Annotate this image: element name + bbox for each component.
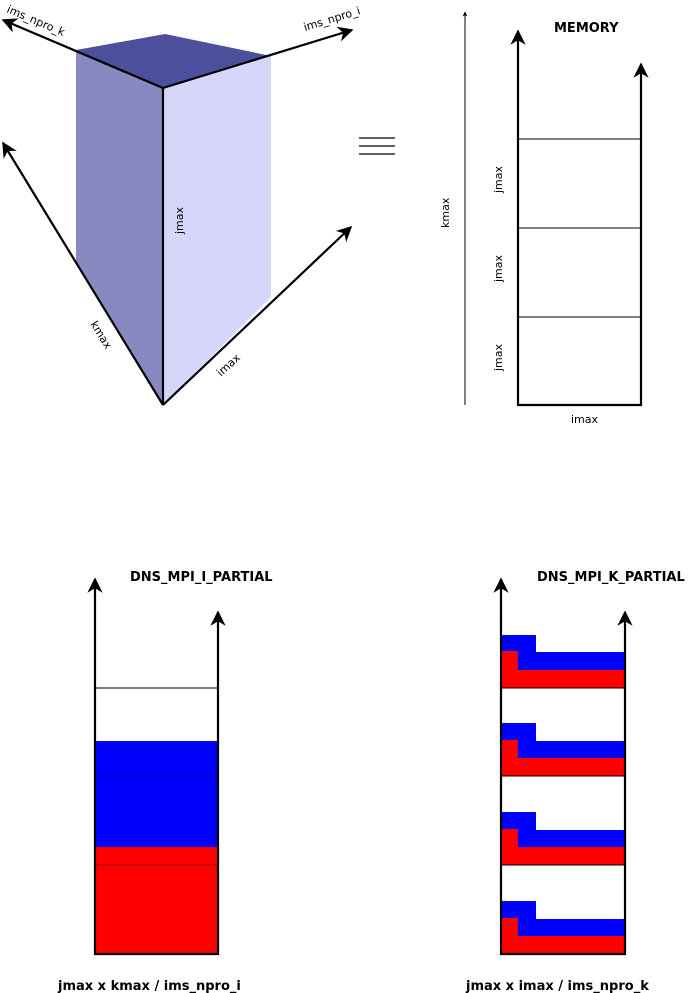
partial-k-blue-step — [501, 901, 625, 936]
partial-k-red-step — [501, 918, 625, 954]
memory-block-jmax-label: jmax — [492, 343, 505, 372]
partial-i-red-block — [95, 847, 218, 954]
partial-k-red-step — [501, 829, 625, 865]
memory-block-jmax-label: jmax — [492, 254, 505, 283]
partial-i-blue-block — [95, 741, 218, 847]
memory-imax-label: imax — [571, 413, 599, 426]
cube-imax-label: imax — [214, 351, 243, 379]
ims-npro-i-label: ims_npro_i — [302, 4, 362, 34]
axis-imax-arrow — [162, 225, 353, 406]
memory-diagram: MEMORY kmax jmax jmax jmax imax — [439, 11, 649, 426]
memory-title: MEMORY — [554, 21, 619, 36]
partial-k-blue-step — [501, 723, 625, 758]
partial-k-diagram: DNS_MPI_K_PARTIAL jmax x imax / ims_npro… — [465, 570, 685, 993]
partial-i-title: DNS_MPI_I_PARTIAL — [130, 570, 273, 585]
partial-k-blue-step — [501, 635, 625, 670]
axis-ims-npro-i-arrow — [162, 26, 354, 90]
partial-k-red-step — [501, 651, 625, 688]
axis-kmax-arrow — [2, 141, 164, 406]
axis-ims-npro-k-arrow — [1, 18, 164, 90]
cube-left-face — [76, 50, 163, 405]
cube-diagram: ims_npro_k ims_npro_i jmax kmax imax — [1, 3, 362, 406]
partial-k-caption: jmax x imax / ims_npro_k — [465, 979, 649, 993]
partial-k-red-step — [501, 740, 625, 776]
partial-i-caption: jmax x kmax / ims_npro_i — [57, 979, 241, 993]
cube-right-face — [163, 56, 271, 405]
cube-top-face — [76, 34, 271, 88]
cube-kmax-label: kmax — [87, 319, 114, 352]
memory-kmax-label: kmax — [439, 197, 452, 228]
cube-jmax-label: jmax — [173, 206, 186, 235]
equivalence-symbol — [359, 137, 395, 155]
partial-k-blue-step — [501, 812, 625, 847]
partial-i-diagram: DNS_MPI_I_PARTIAL jmax x kmax / ims_npro… — [57, 570, 273, 993]
memory-block-jmax-label: jmax — [492, 165, 505, 194]
partial-k-title: DNS_MPI_K_PARTIAL — [537, 570, 685, 585]
